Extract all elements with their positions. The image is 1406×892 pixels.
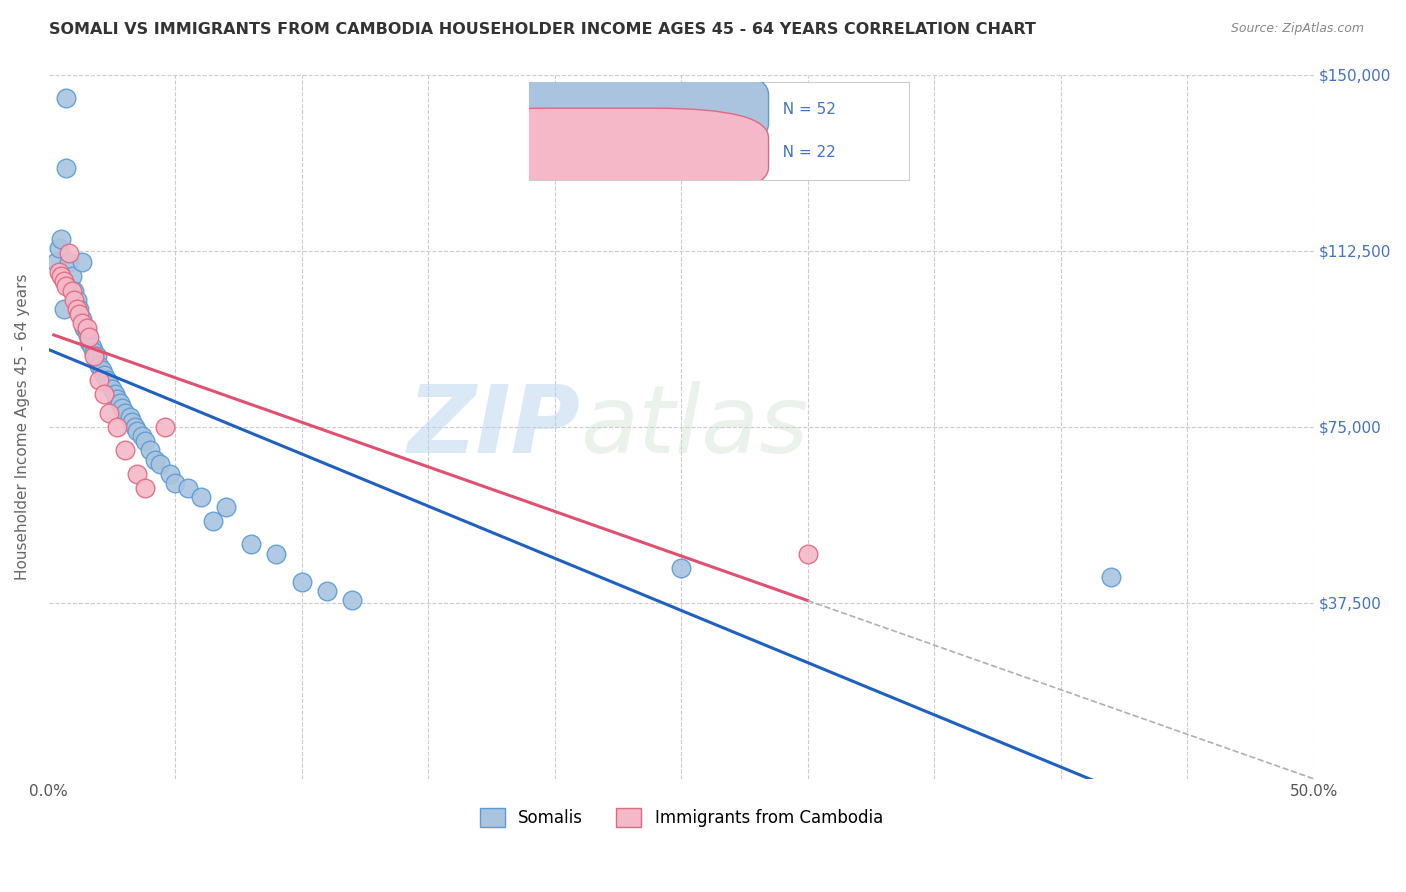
Point [103, 387, 125, 401]
Point [55, 161, 77, 176]
Point [1099, 570, 1122, 584]
Point [52, 302, 75, 317]
Point [76, 321, 98, 335]
Point [240, 537, 263, 551]
Point [114, 443, 136, 458]
Point [63, 293, 86, 307]
Point [90, 363, 112, 377]
Point [215, 500, 238, 514]
Point [86, 349, 108, 363]
Point [118, 410, 141, 425]
Text: SOMALI VS IMMIGRANTS FROM CAMBODIA HOUSEHOLDER INCOME AGES 45 - 64 YEARS CORRELA: SOMALI VS IMMIGRANTS FROM CAMBODIA HOUSE… [49, 22, 1036, 37]
Point [60, 284, 83, 298]
Point [77, 330, 100, 344]
Point [65, 302, 87, 317]
Point [58, 246, 80, 260]
Point [93, 387, 115, 401]
Point [342, 593, 364, 607]
Point [121, 415, 143, 429]
Point [80, 340, 103, 354]
Point [105, 392, 128, 406]
Point [124, 419, 146, 434]
Point [45, 255, 67, 269]
Point [266, 547, 288, 561]
Point [202, 514, 225, 528]
Point [70, 317, 93, 331]
Point [127, 425, 149, 439]
Point [89, 359, 111, 373]
Point [60, 269, 83, 284]
Point [83, 349, 105, 363]
Text: atlas: atlas [581, 381, 808, 472]
Point [55, 91, 77, 105]
Point [98, 406, 121, 420]
Point [93, 368, 115, 382]
Point [70, 311, 93, 326]
Point [51, 269, 73, 284]
Text: Source: ZipAtlas.com: Source: ZipAtlas.com [1230, 22, 1364, 36]
Point [83, 344, 105, 359]
Point [111, 401, 134, 415]
Point [127, 467, 149, 481]
Point [149, 458, 172, 472]
Point [98, 377, 121, 392]
Point [77, 335, 100, 350]
Point [55, 278, 77, 293]
Point [316, 584, 339, 599]
Point [58, 255, 80, 269]
Point [48, 241, 70, 255]
Point [63, 284, 86, 298]
Point [73, 321, 96, 335]
Point [67, 302, 90, 317]
Point [96, 373, 118, 387]
Point [70, 255, 93, 269]
Point [51, 232, 73, 246]
Point [48, 265, 70, 279]
Point [143, 452, 166, 467]
Point [797, 547, 820, 561]
Point [65, 293, 87, 307]
Point [89, 373, 111, 387]
Point [190, 490, 212, 504]
Point [139, 443, 162, 458]
Point [165, 476, 187, 491]
Point [177, 481, 200, 495]
Point [159, 467, 181, 481]
Point [101, 382, 124, 396]
Point [134, 434, 156, 448]
Legend: Somalis, Immigrants from Cambodia: Somalis, Immigrants from Cambodia [472, 801, 890, 834]
Point [114, 406, 136, 420]
Point [67, 307, 90, 321]
Point [134, 481, 156, 495]
Y-axis label: Householder Income Ages 45 - 64 years: Householder Income Ages 45 - 64 years [15, 274, 30, 580]
Point [76, 326, 98, 340]
Point [108, 396, 131, 410]
Point [291, 574, 314, 589]
Point [671, 560, 693, 574]
Point [131, 429, 153, 443]
Point [52, 274, 75, 288]
Point [153, 419, 176, 434]
Point [105, 419, 128, 434]
Text: ZIP: ZIP [408, 381, 581, 473]
